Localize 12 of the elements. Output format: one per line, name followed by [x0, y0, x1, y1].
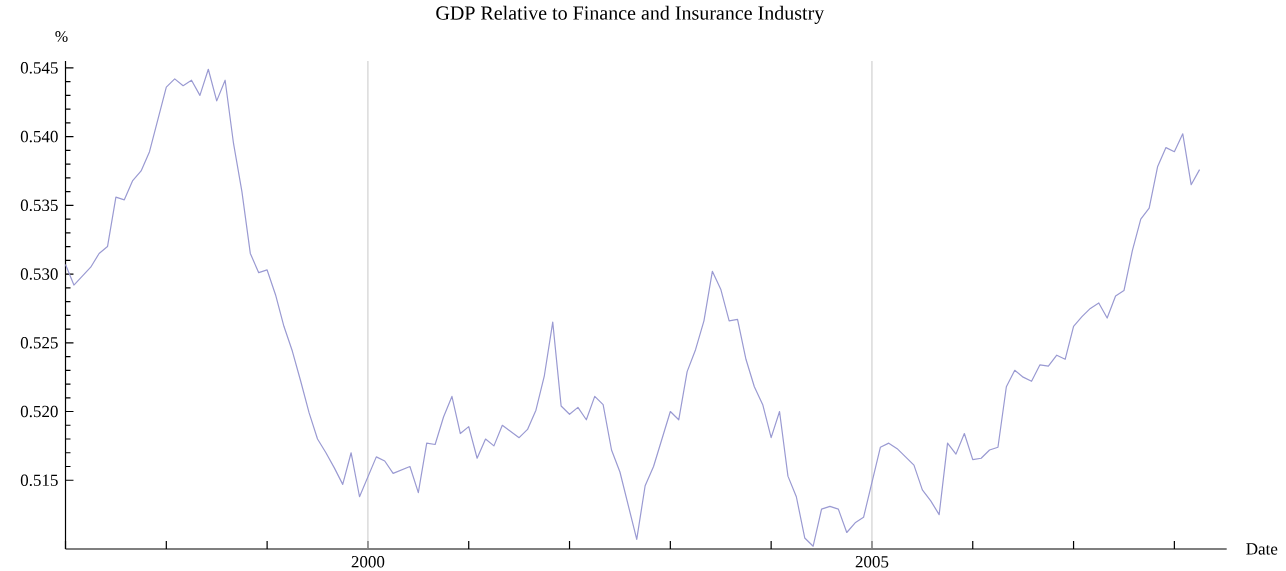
x-tick-label: 2005 [855, 556, 889, 568]
chart-title: GDP Relative to Finance and Insurance Industry [436, 5, 825, 24]
x-axis-title: Date [1246, 543, 1278, 555]
y-tick-label: 0.525 [20, 337, 58, 349]
y-tick-label: 0.515 [20, 474, 58, 487]
y-tick-label: 0.520 [20, 405, 58, 418]
y-tick-label: 0.530 [20, 268, 58, 280]
x-tick-label: 2000 [351, 556, 385, 568]
y-tick-label: 0.545 [20, 62, 58, 74]
y-tick-label: 0.535 [20, 199, 58, 212]
y-axis-title: % [55, 31, 68, 42]
y-tick-label: 0.540 [20, 130, 58, 143]
